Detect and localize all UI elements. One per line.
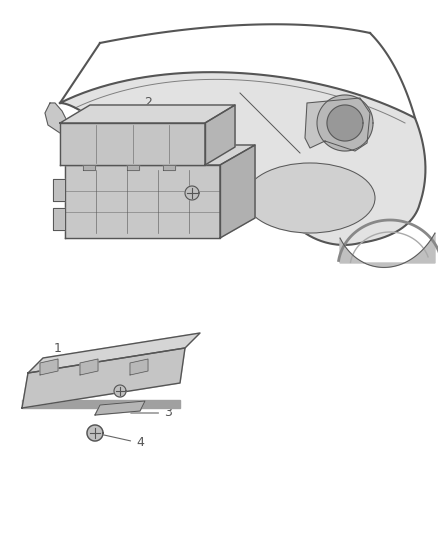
- Polygon shape: [185, 186, 199, 200]
- Polygon shape: [317, 95, 373, 151]
- Text: 2: 2: [112, 96, 152, 136]
- Polygon shape: [87, 425, 103, 441]
- Polygon shape: [340, 233, 435, 268]
- Polygon shape: [130, 359, 148, 375]
- Polygon shape: [22, 400, 180, 408]
- Polygon shape: [80, 359, 98, 375]
- Polygon shape: [327, 105, 363, 141]
- Polygon shape: [205, 105, 235, 165]
- Polygon shape: [53, 208, 65, 230]
- Ellipse shape: [245, 163, 375, 233]
- Polygon shape: [220, 145, 255, 238]
- Polygon shape: [45, 103, 68, 133]
- Text: 1: 1: [194, 151, 232, 191]
- Polygon shape: [60, 123, 205, 165]
- Polygon shape: [95, 401, 145, 415]
- Polygon shape: [22, 348, 185, 408]
- Polygon shape: [65, 165, 220, 238]
- Text: 3: 3: [131, 407, 172, 419]
- Polygon shape: [65, 145, 255, 165]
- Polygon shape: [114, 385, 126, 397]
- Text: 4: 4: [98, 434, 144, 449]
- Polygon shape: [53, 179, 65, 200]
- Polygon shape: [305, 98, 370, 151]
- Polygon shape: [60, 72, 425, 245]
- Polygon shape: [40, 359, 58, 375]
- Polygon shape: [60, 105, 235, 123]
- Polygon shape: [28, 333, 200, 373]
- Text: 1: 1: [54, 342, 83, 371]
- Polygon shape: [163, 165, 175, 170]
- Polygon shape: [127, 165, 138, 170]
- Polygon shape: [83, 165, 95, 170]
